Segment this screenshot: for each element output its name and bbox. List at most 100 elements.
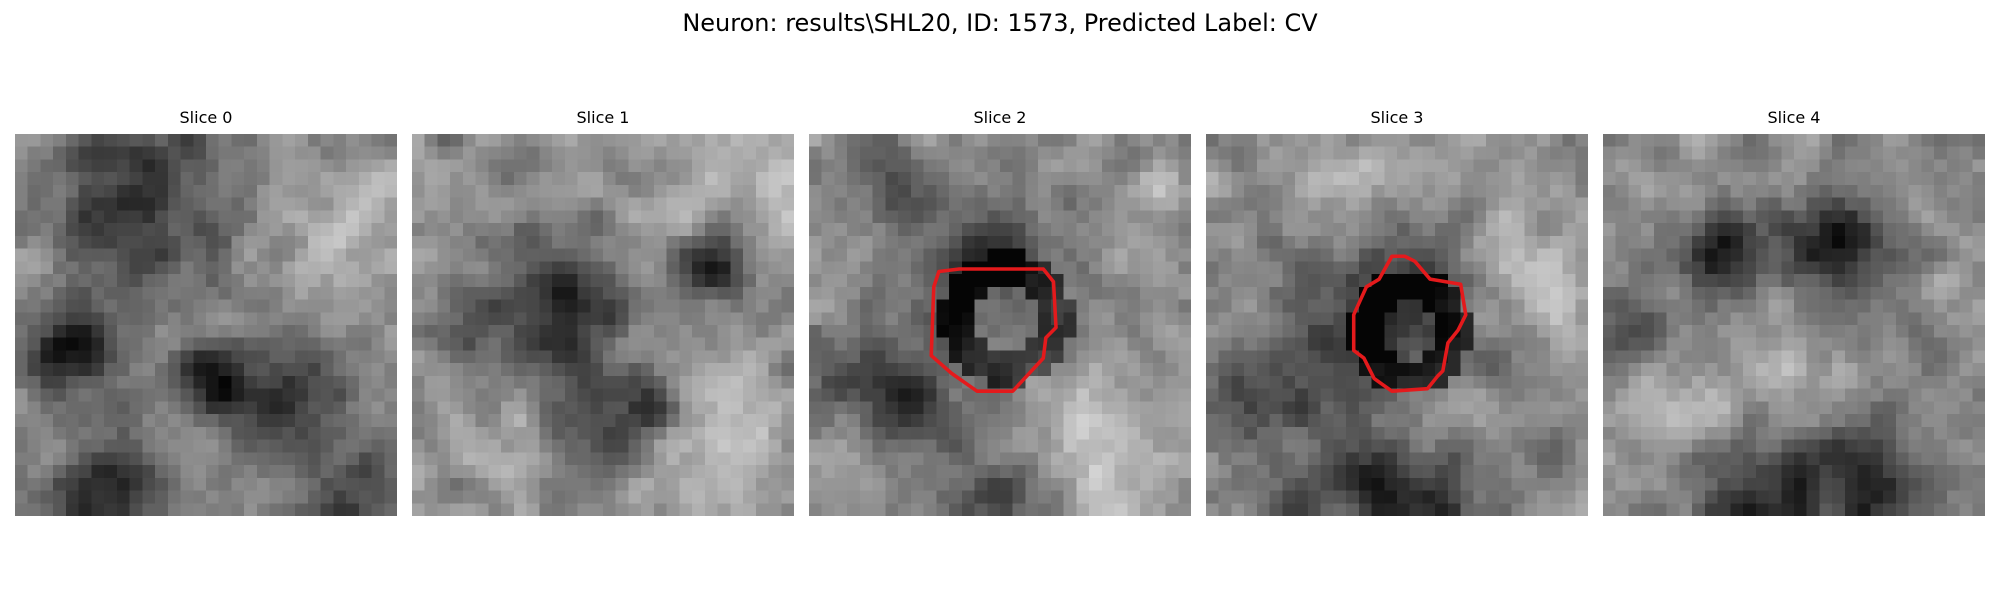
pixel: [53, 414, 66, 427]
pixel: [1575, 389, 1588, 402]
pixel: [450, 491, 463, 504]
pixel: [1038, 185, 1051, 198]
pixel: [1140, 261, 1153, 274]
pixel: [333, 274, 346, 287]
pixel: [539, 452, 552, 465]
pixel: [1244, 159, 1257, 172]
pixel: [1372, 249, 1385, 262]
pixel: [219, 210, 232, 223]
pixel: [552, 478, 565, 491]
pixel: [28, 236, 41, 249]
pixel: [1166, 401, 1179, 414]
pixel: [1960, 401, 1973, 414]
pixel: [1372, 147, 1385, 160]
pixel: [756, 338, 769, 351]
pixel: [962, 134, 975, 147]
pixel: [1947, 465, 1960, 478]
pixel: [1756, 338, 1769, 351]
pixel: [860, 350, 873, 363]
pixel: [1410, 312, 1423, 325]
pixel: [769, 503, 782, 516]
pixel: [117, 401, 130, 414]
pixel: [295, 376, 308, 389]
pixel: [822, 465, 835, 478]
pixel: [1883, 427, 1896, 440]
pixel: [1166, 185, 1179, 198]
pixel: [1947, 338, 1960, 351]
pixel: [1575, 503, 1588, 516]
pixel: [1692, 465, 1705, 478]
pixel: [949, 503, 962, 516]
pixel: [1819, 427, 1832, 440]
pixel: [1486, 236, 1499, 249]
pixel: [1359, 185, 1372, 198]
pixel: [1960, 261, 1973, 274]
pixel: [809, 440, 822, 453]
pixel: [1321, 440, 1334, 453]
pixel: [1038, 147, 1051, 160]
pixel: [1781, 312, 1794, 325]
pixel: [975, 350, 988, 363]
pixel: [847, 172, 860, 185]
pixel: [1486, 172, 1499, 185]
pixel: [1038, 287, 1051, 300]
pixel: [1909, 350, 1922, 363]
pixel: [1308, 312, 1321, 325]
pixel: [1550, 427, 1563, 440]
pixel: [1321, 198, 1334, 211]
pixel: [1603, 185, 1616, 198]
pixel: [911, 452, 924, 465]
pixel: [372, 249, 385, 262]
pixel: [1603, 503, 1616, 516]
pixel: [1667, 427, 1680, 440]
pixel: [1422, 363, 1435, 376]
pixel: [860, 300, 873, 313]
pixel: [231, 427, 244, 440]
pixel: [488, 185, 501, 198]
pixel: [527, 300, 540, 313]
pixel: [1896, 427, 1909, 440]
pixel: [425, 338, 438, 351]
pixel: [488, 172, 501, 185]
pixel: [628, 223, 641, 236]
pixel: [705, 249, 718, 262]
pixel: [616, 172, 629, 185]
pixel: [1000, 350, 1013, 363]
pixel: [1295, 338, 1308, 351]
pixel: [1461, 389, 1474, 402]
pixel: [346, 465, 359, 478]
pixel: [1883, 300, 1896, 313]
pixel: [1921, 440, 1934, 453]
pixel: [1372, 300, 1385, 313]
pixel: [425, 401, 438, 414]
pixel: [282, 300, 295, 313]
pixel: [1333, 159, 1346, 172]
pixel: [1448, 465, 1461, 478]
pixel: [1206, 338, 1219, 351]
pixel: [463, 223, 476, 236]
pixel: [1140, 452, 1153, 465]
pixel: [1089, 350, 1102, 363]
pixel: [654, 172, 667, 185]
pixel: [911, 350, 924, 363]
pixel: [1870, 134, 1883, 147]
pixel: [1333, 274, 1346, 287]
pixel: [873, 223, 886, 236]
pixel: [1934, 134, 1947, 147]
pixel: [450, 249, 463, 262]
pixel: [1064, 261, 1077, 274]
pixel: [1064, 274, 1077, 287]
pixel: [1947, 452, 1960, 465]
pixel: [1051, 134, 1064, 147]
pixel: [705, 198, 718, 211]
pixel: [514, 350, 527, 363]
pixel: [501, 185, 514, 198]
pixel: [1972, 198, 1985, 211]
pixel: [1870, 261, 1883, 274]
pixel: [679, 223, 692, 236]
pixel: [1308, 210, 1321, 223]
pixel: [1730, 147, 1743, 160]
pixel: [1883, 236, 1896, 249]
pixel: [1909, 325, 1922, 338]
pixel: [1499, 172, 1512, 185]
